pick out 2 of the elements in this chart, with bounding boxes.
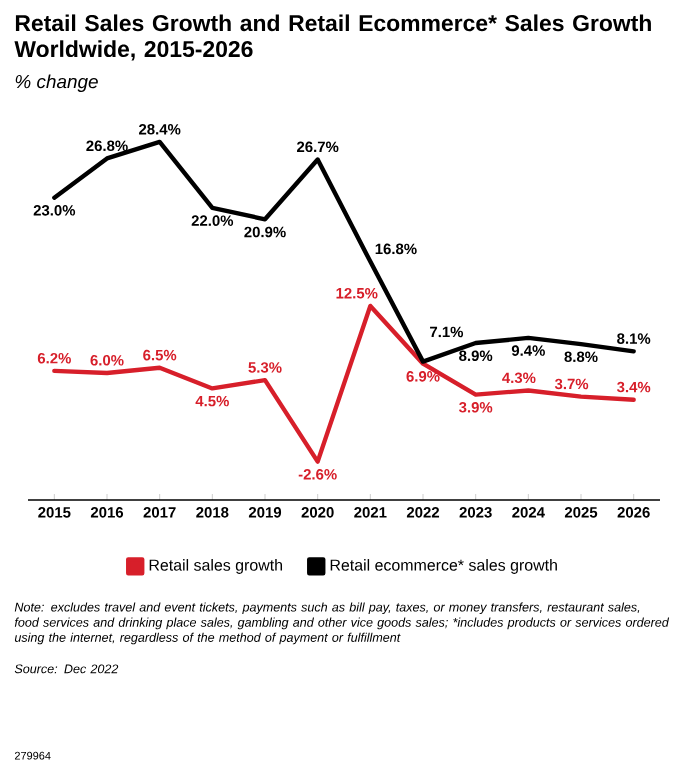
chart-subtitle: % change <box>15 74 98 93</box>
chart-title: Retail Sales Growth and Retail Ecommerce* Sales Growth Worldwide, 2015-2026 <box>14 14 651 61</box>
